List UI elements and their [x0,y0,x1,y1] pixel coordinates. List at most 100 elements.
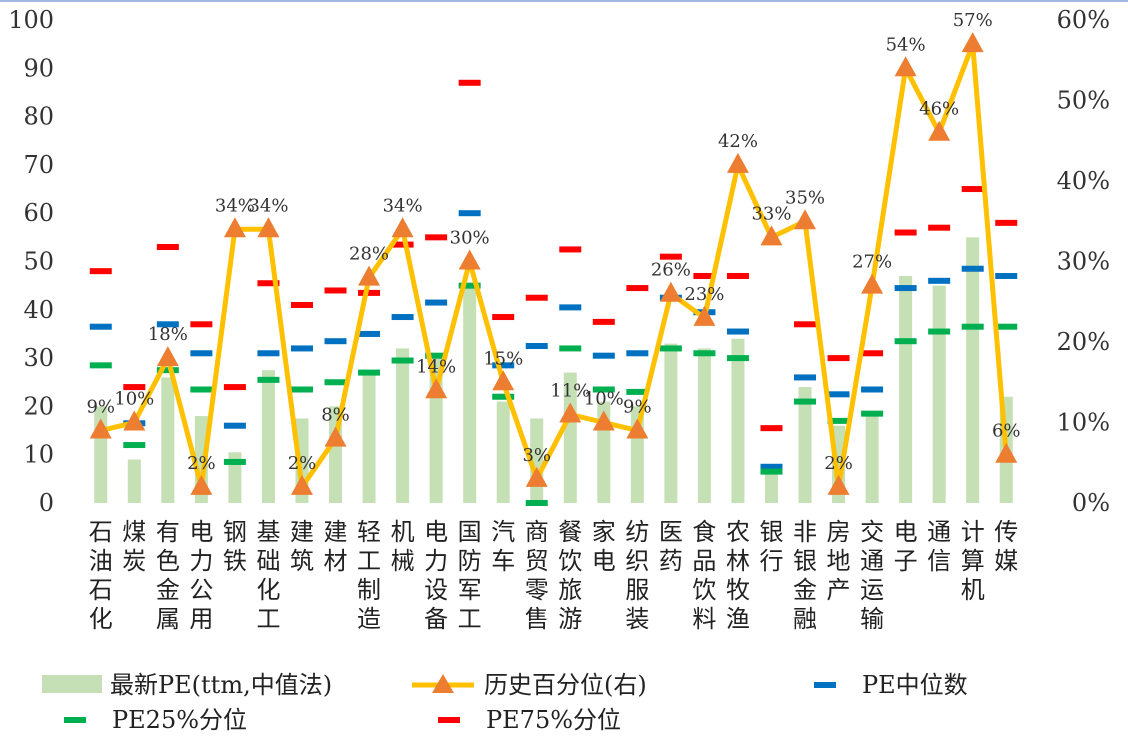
percentile-label: 8% [321,405,350,426]
pe-dash-marker [525,343,548,350]
category-label: 汽车 [491,518,515,575]
pe-dash-marker [995,219,1018,226]
pe-dash-marker [894,229,917,236]
percentile-marker [492,370,515,391]
left-tick-label: 20 [23,392,54,420]
left-tick-label: 40 [23,296,54,324]
right-tick-label: 40% [1057,167,1110,195]
pe-dash-marker [961,265,984,272]
pe-dash-marker [928,224,951,231]
category-label: 电子 [894,518,918,575]
pe-dash-marker [794,374,817,381]
percentile-marker [123,410,146,431]
percentile-marker [659,281,682,302]
pe-dash-marker [425,299,448,306]
pe-dash-marker [223,384,246,391]
category-label: 电力设备 [424,518,448,633]
percentile-marker [190,474,213,495]
percentile-series-line [100,41,1009,490]
legend-label: 最新PE(ttm,中值法) [110,671,332,699]
category-label: 电力公用 [189,518,213,633]
legend-swatch-dash [64,717,86,723]
legend-swatch-dash [814,682,836,688]
pe-dash-marker [760,425,783,432]
pe-bar [463,285,477,503]
legend-swatch-bar [42,675,102,693]
legend-item: PE中位数 [814,671,968,699]
pe-bar [764,469,778,503]
pe-dash-marker [358,369,381,376]
pe-dash-marker [961,186,984,193]
category-label: 交通运输 [860,518,884,633]
percentile-marker [827,474,850,495]
pe-dash-marker [257,350,280,357]
percentile-marker [861,273,884,294]
percentile-marker [592,410,615,431]
pe-bar [127,459,141,503]
legend-item: PE25%分位 [64,706,247,734]
pe-dash-marker [827,391,850,398]
pe-dash-marker [726,328,749,335]
percentile-label: 30% [450,228,490,249]
percentile-label: 18% [148,324,188,345]
pe-dash-marker [190,350,213,357]
pe-bar [899,275,913,503]
pe-bar [966,237,980,503]
pe-dash-marker [559,246,582,253]
pe-dash-marker [492,393,515,400]
percentile-marker [626,418,649,439]
legend: 最新PE(ttm,中值法) 历史百分位(右) PE中位数 PE25%分位 PE75%分位 [42,671,968,734]
percentile-label: 3% [522,445,551,466]
pe-bar [396,348,410,503]
pe-dash-marker [391,314,414,321]
percentile-marker [391,217,414,238]
percentile-marker [89,418,112,439]
left-tick-label: 10 [23,441,54,469]
pe-dash-marker [726,355,749,362]
pe-dash-marker [458,210,481,217]
left-tick-label: 50 [23,248,54,276]
percentile-marker [358,265,381,286]
percentile-label: 15% [483,348,523,369]
legend-label: PE75%分位 [486,706,621,734]
legend-item: 历史百分位(右) [412,671,647,699]
percentile-marker [156,346,179,367]
category-axis: 石油石化煤炭有色金属电力公用钢铁基础化工建筑建材轻工制造机械电力设备国防军工汽车… [89,518,1018,633]
pe-bar [261,370,275,503]
percentile-label: 10% [114,389,154,410]
pe-dash-marker [928,277,951,284]
pe-bar [932,285,946,503]
pe-dash-marker [592,352,615,359]
category-label: 基础化工 [256,518,280,633]
category-label: 食品饮料 [692,518,716,633]
percentile-label: 9% [623,397,652,418]
right-tick-label: 0% [1072,489,1110,517]
right-tick-label: 60% [1057,6,1110,34]
percentile-label: 34% [383,195,423,216]
pe-dash-marker [525,500,548,506]
category-label: 餐饮旅游 [558,518,582,633]
pe-dash-marker [492,362,515,369]
percentile-marker [995,442,1018,463]
pe-dash-marker [995,272,1018,279]
pe-dash-marker [123,442,146,449]
percentile-label: 23% [684,284,724,305]
percentile-label: 6% [992,421,1021,442]
percentile-label: 34% [248,195,288,216]
percentile-line [89,32,1018,495]
percentile-label: 35% [785,187,825,208]
category-label: 煤炭 [122,518,146,575]
pe-bar [362,370,376,503]
category-label: 农林牧渔 [726,518,750,633]
category-label: 传媒 [994,518,1018,575]
pe-dash-marker [827,417,850,424]
percentile-label: 33% [751,203,791,224]
category-label: 机械 [391,518,415,575]
left-tick-label: 100 [8,6,54,34]
pe-dash-marker [89,268,112,275]
category-label: 非银金融 [793,518,817,633]
pe-dash-marker [492,314,515,321]
percentile-label: 27% [852,252,892,273]
category-label: 轻工制造 [357,518,381,633]
percentile-marker [458,249,481,270]
